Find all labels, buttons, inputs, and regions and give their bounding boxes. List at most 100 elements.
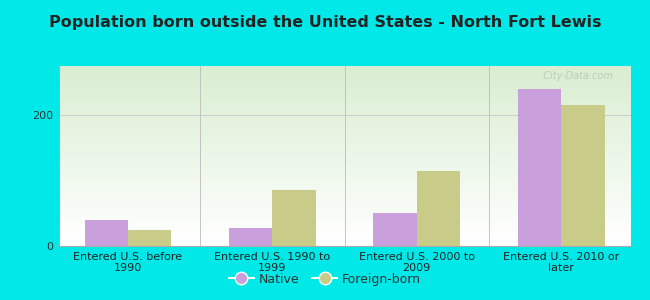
Bar — [58, 84, 630, 86]
Bar — [58, 192, 630, 194]
Bar — [58, 160, 630, 161]
Bar — [58, 183, 630, 185]
Bar — [58, 190, 630, 192]
Bar — [58, 68, 630, 70]
Bar — [58, 70, 630, 71]
Bar — [58, 242, 630, 244]
Bar — [58, 147, 630, 149]
Bar — [58, 179, 630, 181]
Bar — [58, 73, 630, 75]
Bar — [58, 169, 630, 170]
Bar — [58, 158, 630, 160]
Bar — [58, 88, 630, 89]
Bar — [58, 235, 630, 237]
Bar — [58, 71, 630, 73]
Bar — [58, 212, 630, 214]
Bar — [58, 127, 630, 129]
Bar — [58, 170, 630, 172]
Bar — [58, 145, 630, 147]
Bar — [58, 228, 630, 230]
Bar — [58, 136, 630, 138]
Bar — [58, 199, 630, 201]
Bar — [518, 89, 561, 246]
Bar — [58, 154, 630, 156]
Bar — [58, 239, 630, 241]
Bar — [58, 244, 630, 246]
Bar — [58, 111, 630, 113]
Bar — [84, 220, 128, 246]
Bar — [58, 197, 630, 199]
Bar — [58, 79, 630, 80]
Bar — [58, 109, 630, 111]
Bar — [58, 224, 630, 226]
Bar — [58, 122, 630, 124]
Bar — [58, 142, 630, 143]
Bar — [58, 102, 630, 104]
Bar — [58, 196, 630, 197]
Bar — [58, 181, 630, 183]
Bar — [58, 100, 630, 102]
Bar — [58, 140, 630, 142]
Bar — [58, 187, 630, 188]
Bar — [58, 185, 630, 187]
Bar — [58, 217, 630, 219]
Bar — [58, 174, 630, 176]
Bar — [58, 151, 630, 152]
Bar — [58, 106, 630, 107]
Bar — [128, 230, 171, 246]
Bar — [58, 178, 630, 179]
Bar — [58, 237, 630, 239]
Bar — [58, 129, 630, 131]
Text: City-Data.com: City-Data.com — [538, 71, 614, 81]
Bar — [58, 134, 630, 136]
Bar — [58, 75, 630, 77]
Bar — [58, 161, 630, 163]
Bar — [58, 118, 630, 120]
Bar — [58, 97, 630, 98]
Bar — [58, 125, 630, 127]
Bar — [58, 116, 630, 118]
Bar — [58, 86, 630, 88]
Bar — [58, 91, 630, 93]
Bar — [58, 194, 630, 196]
Bar — [58, 104, 630, 106]
Bar — [58, 226, 630, 228]
Bar — [58, 82, 630, 84]
Bar — [58, 80, 630, 82]
Bar — [58, 77, 630, 79]
Bar — [373, 213, 417, 246]
Bar — [58, 172, 630, 174]
Bar — [58, 241, 630, 242]
Bar — [272, 190, 316, 246]
Bar — [58, 206, 630, 208]
Bar — [58, 133, 630, 134]
Bar — [58, 215, 630, 217]
Bar — [58, 98, 630, 100]
Bar — [58, 210, 630, 212]
Bar — [58, 138, 630, 140]
Bar — [58, 167, 630, 169]
Bar — [58, 66, 630, 68]
Bar — [58, 113, 630, 115]
Legend: Native, Foreign-born: Native, Foreign-born — [224, 268, 426, 291]
Bar — [58, 143, 630, 145]
Bar — [58, 107, 630, 109]
Bar — [58, 233, 630, 235]
Bar — [58, 156, 630, 158]
Bar — [58, 131, 630, 133]
Bar — [58, 93, 630, 95]
Bar — [58, 124, 630, 125]
Bar — [58, 223, 630, 224]
Bar — [58, 203, 630, 205]
Bar — [58, 205, 630, 206]
Bar — [58, 163, 630, 165]
Bar — [229, 228, 272, 246]
Bar — [58, 89, 630, 91]
Bar — [58, 208, 630, 210]
Bar — [58, 120, 630, 122]
Bar — [561, 105, 605, 246]
Bar — [58, 232, 630, 233]
Bar — [417, 171, 460, 246]
Bar — [58, 230, 630, 232]
Bar — [58, 188, 630, 190]
